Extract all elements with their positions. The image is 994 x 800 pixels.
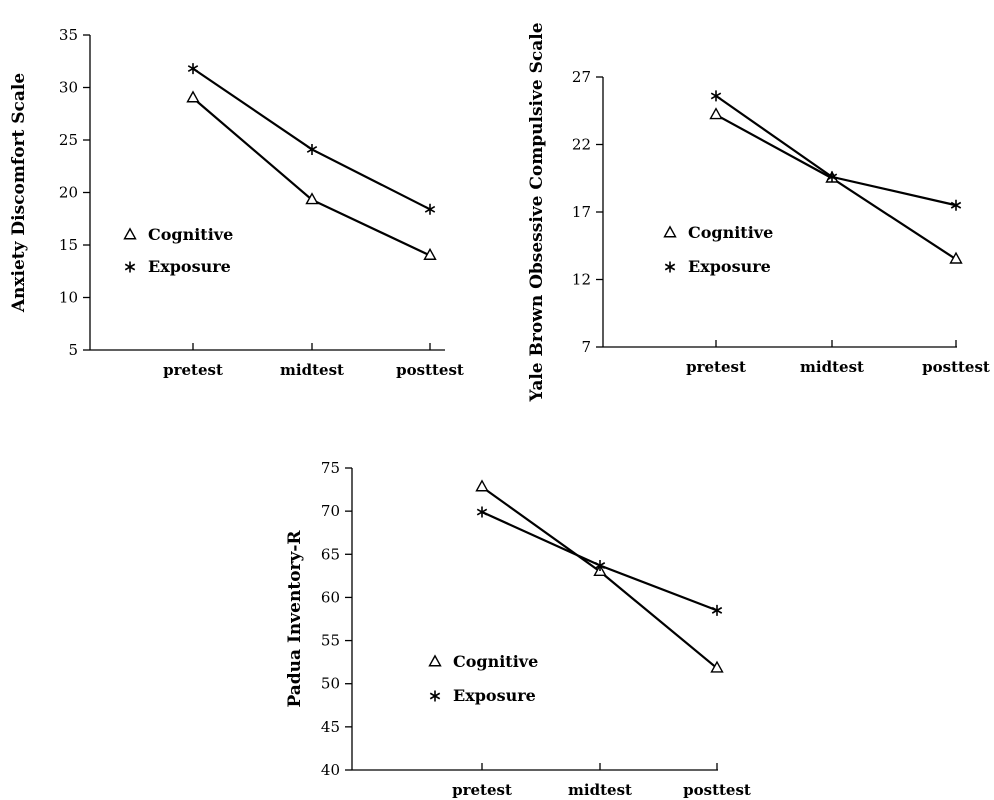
y-tick-label: 45 — [321, 718, 340, 736]
y-tick-label: 12 — [572, 271, 591, 289]
y-tick-label: 22 — [572, 136, 591, 154]
legend: Cognitive Exposure — [663, 223, 773, 276]
y-tick-label: 10 — [59, 289, 78, 307]
x-tick-label: posttest — [396, 361, 464, 379]
star-marker-shape — [187, 63, 199, 75]
x-tick-label: midtest — [800, 358, 864, 376]
legend-label: Exposure — [688, 257, 771, 276]
x-tick-label: pretest — [163, 361, 223, 379]
cognitive-point — [710, 660, 724, 673]
y-tick-label: 17 — [572, 203, 591, 221]
y-tick-label: 70 — [321, 502, 340, 520]
y-tick-label: 65 — [321, 545, 340, 563]
star-marker-shape — [124, 261, 136, 273]
exposure-point — [476, 506, 488, 518]
x-tick-label: posttest — [683, 781, 751, 799]
y-tick-label: 40 — [321, 761, 340, 779]
star-marker-shape — [476, 506, 488, 518]
y-tick-label: 35 — [59, 26, 78, 44]
star-marker-shape — [594, 560, 606, 572]
legend-label: Exposure — [453, 686, 536, 705]
star-icon — [664, 261, 676, 273]
exposure-point — [950, 199, 962, 211]
x-tick-label: midtest — [280, 361, 344, 379]
exposure-point — [711, 604, 723, 616]
legend-label: Cognitive — [148, 225, 233, 244]
cognitive-point — [709, 107, 723, 120]
x-tick-label: midtest — [568, 781, 632, 799]
star-marker-shape — [710, 90, 722, 102]
y-tick-label: 27 — [572, 68, 591, 86]
exposure-point — [187, 63, 199, 75]
y-tick-label: 25 — [59, 131, 78, 149]
y-tick-label: 55 — [321, 632, 340, 650]
exposure-point — [826, 171, 838, 183]
cognitive-point — [475, 479, 489, 492]
exposure-point — [306, 143, 318, 155]
star-marker-shape — [429, 690, 441, 702]
yale-brown-chart: 7 12 17 22 27 pretest midtest posttest Yale Brow… — [527, 22, 990, 402]
star-icon — [124, 261, 136, 273]
series-line-exposure — [192, 67, 431, 211]
legend-label: Exposure — [148, 257, 231, 276]
y-axis-title: Padua Inventory-R — [285, 530, 305, 708]
series-line-cognitive — [481, 486, 718, 670]
padua-inventory-chart: 40 45 50 55 60 65 70 75 pretest midtest posttest Pa… — [285, 459, 751, 799]
y-tick-label: 15 — [59, 236, 78, 254]
x-tick-label: posttest — [922, 358, 990, 376]
star-marker-shape — [711, 604, 723, 616]
star-icon — [429, 690, 441, 702]
star-marker-shape — [664, 261, 676, 273]
y-tick-label: 20 — [59, 184, 78, 202]
y-tick-label: 60 — [321, 588, 340, 606]
cognitive-point — [186, 90, 200, 103]
y-tick-label: 30 — [59, 79, 78, 97]
y-tick-label: 75 — [321, 459, 340, 477]
anxiety-discomfort-chart: 5 10 15 20 25 30 35 pretest midtest posttest Anxie… — [9, 26, 464, 379]
legend: Cognitive Exposure — [428, 652, 538, 705]
y-axis-title: Yale Brown Obsessive Compulsive Scale — [527, 22, 547, 402]
legend-label: Cognitive — [688, 223, 773, 242]
exposure-point — [424, 203, 436, 215]
cognitive-point — [949, 251, 963, 264]
series-line-exposure — [715, 94, 957, 207]
cognitive-point — [305, 192, 319, 205]
star-marker-shape — [950, 199, 962, 211]
triangle-icon — [123, 227, 137, 240]
legend-label: Cognitive — [453, 652, 538, 671]
y-tick-label: 7 — [581, 338, 591, 356]
y-axis-title: Anxiety Discomfort Scale — [9, 73, 29, 314]
star-marker-shape — [826, 171, 838, 183]
cognitive-point — [423, 247, 437, 260]
triangle-icon — [663, 225, 677, 238]
triangle-icon — [428, 654, 442, 667]
exposure-point — [710, 90, 722, 102]
x-tick-label: pretest — [452, 781, 512, 799]
star-marker-shape — [424, 203, 436, 215]
legend: Cognitive Exposure — [123, 225, 233, 276]
y-tick-label: 5 — [68, 341, 78, 359]
star-marker-shape — [306, 143, 318, 155]
x-tick-label: pretest — [686, 358, 746, 376]
exposure-point — [594, 560, 606, 572]
y-tick-label: 50 — [321, 675, 340, 693]
